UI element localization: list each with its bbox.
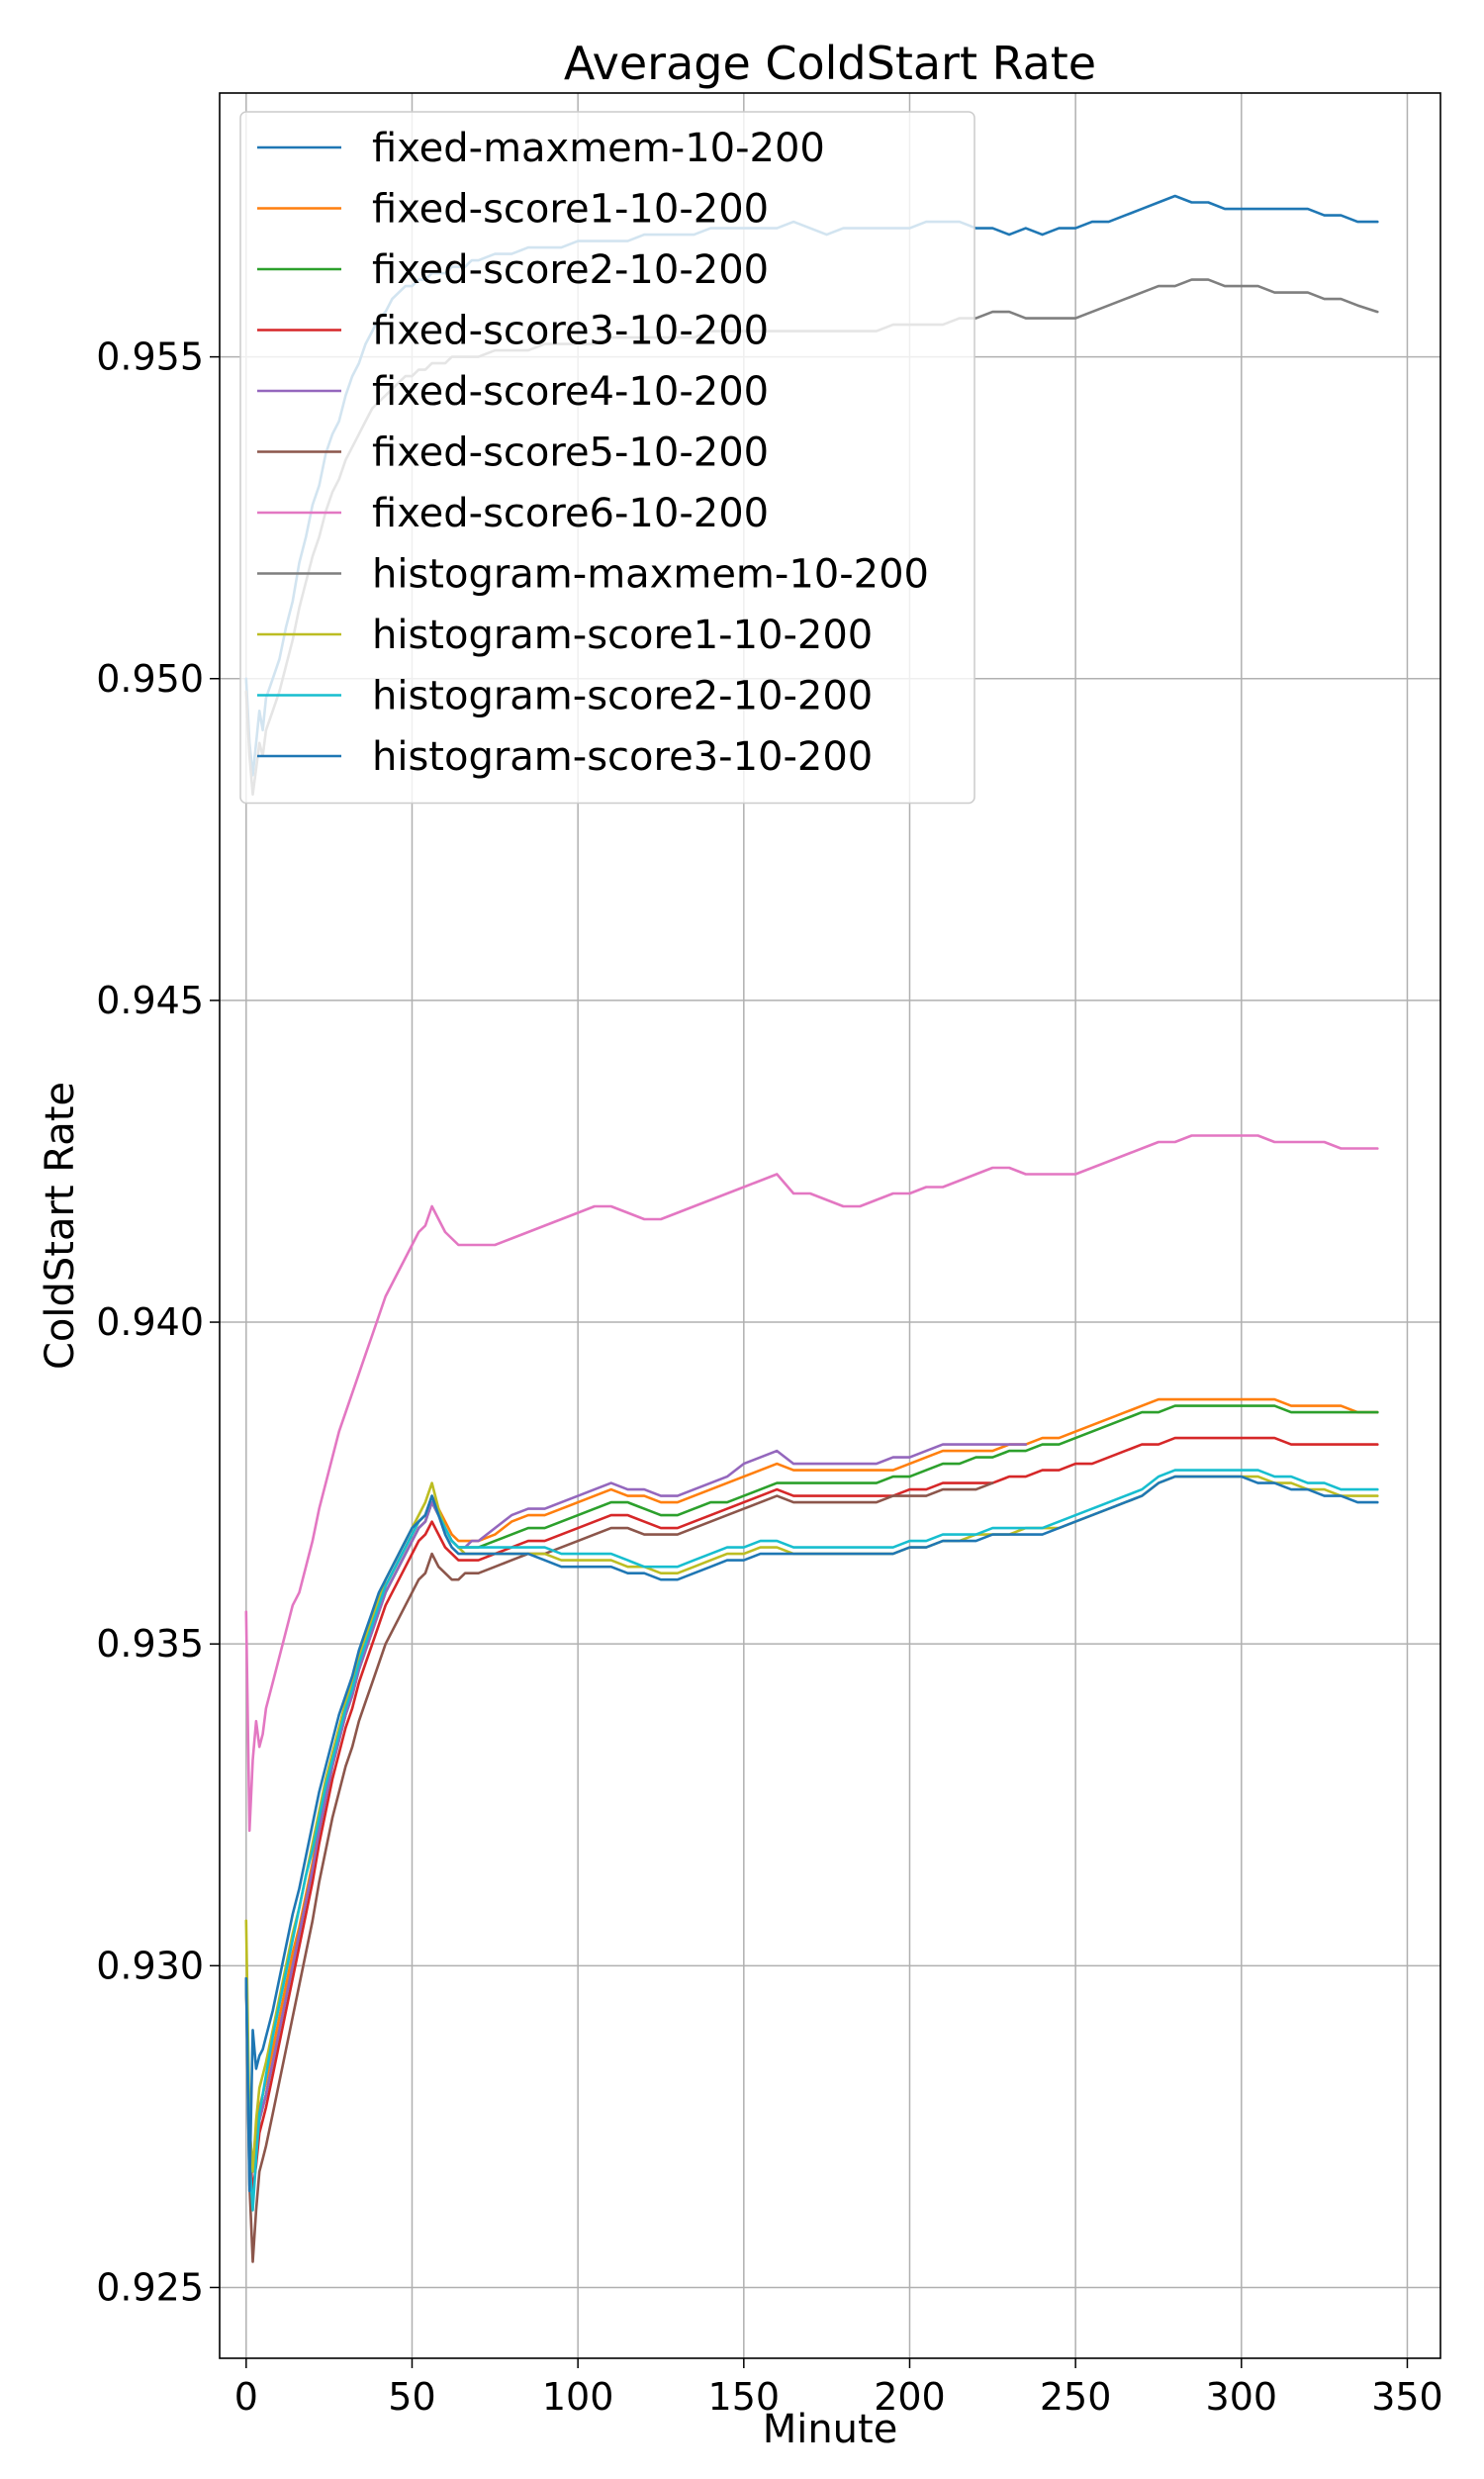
legend-label: histogram-maxmem-10-200	[372, 552, 929, 598]
legend-label: fixed-score1-10-200	[372, 187, 769, 233]
x-tick-label: 250	[1040, 2375, 1112, 2419]
y-tick-label: 0.945	[96, 979, 204, 1022]
x-tick-label: 50	[388, 2375, 435, 2419]
plot-frame	[219, 92, 1441, 2359]
x-tick-label: 100	[542, 2375, 614, 2419]
legend-label: fixed-score4-10-200	[372, 369, 769, 415]
series-line-fixed-score3-10-200	[244, 1436, 1379, 2193]
y-tick-label: 0.925	[96, 2265, 204, 2309]
legend-label: histogram-score2-10-200	[372, 674, 873, 719]
y-tick-label: 0.955	[96, 335, 204, 379]
chart-title: Average ColdStart Rate	[564, 37, 1096, 90]
y-tick-label: 0.930	[96, 1944, 204, 1987]
legend-label: fixed-maxmem-10-200	[372, 126, 825, 171]
x-tick-label: 150	[708, 2375, 781, 2419]
axis-ticks: 0 50 100 150 200 250 300 350 0.925 0.930 0.935 0.94…	[96, 335, 1443, 2419]
legend-label: fixed-score3-10-200	[372, 309, 769, 354]
legend-frame	[239, 111, 975, 805]
legend-label: fixed-score6-10-200	[372, 491, 769, 536]
y-tick-label: 0.935	[96, 1622, 204, 1666]
x-axis-label: Minute	[763, 2407, 898, 2452]
series-line-histogram-score3-10-200	[244, 1475, 1379, 2193]
legend-label: histogram-score3-10-200	[372, 734, 873, 780]
x-tick-label: 200	[874, 2375, 946, 2419]
series-line-fixed-score6-10-200	[244, 1134, 1379, 1833]
y-tick-label: 0.950	[96, 657, 204, 701]
legend-label: fixed-score2-10-200	[372, 247, 769, 293]
x-tick-label: 0	[234, 2375, 258, 2419]
legend-label: histogram-score1-10-200	[372, 613, 873, 658]
x-tick-label: 300	[1206, 2375, 1278, 2419]
y-axis-label: ColdStart Rate	[38, 1082, 83, 1370]
y-tick-label: 0.940	[96, 1300, 204, 1344]
series-line-histogram-score2-10-200	[244, 1469, 1379, 2212]
x-tick-label: 350	[1371, 2375, 1443, 2419]
legend: fixed-maxmem-10-200 fixed-score1-10-200 fi…	[239, 111, 975, 805]
legend-label: fixed-score5-10-200	[372, 430, 769, 476]
series-line-fixed-score5-10-200	[244, 1481, 994, 2263]
